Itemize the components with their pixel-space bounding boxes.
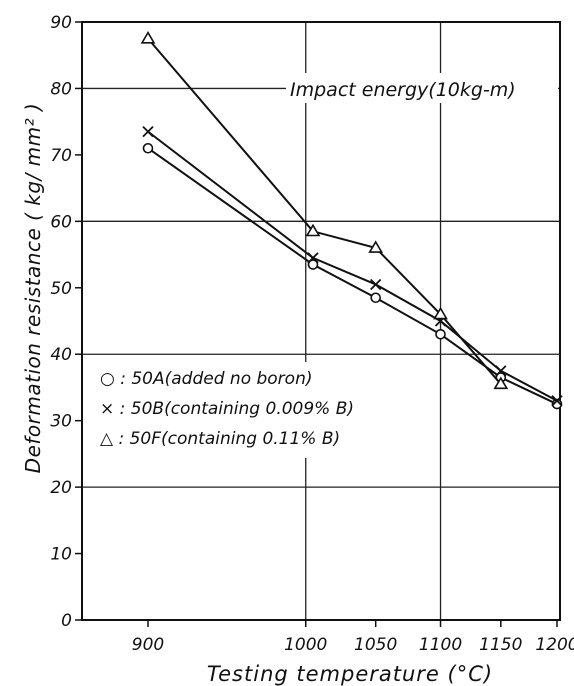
x-marker-stroke [370,278,382,291]
y-axis-label: Deformation resistance ( kg/ mm² ) [21,103,45,474]
triangle-marker [305,223,321,237]
triangle-marker [493,376,509,390]
x-tick-label: 1050 [354,635,397,655]
triangle-marker [368,240,384,253]
circle-marker [370,292,381,304]
plot-border [81,21,561,621]
legend-item-50f: △ : 50F(containing 0.11% B) [100,429,340,449]
x-tick-label: 1000 [284,635,327,655]
legend-item-50a: ○ : 50A(added no boron) [100,369,312,389]
x-tick-label: 900 [132,635,164,655]
triangle-marker [140,31,156,44]
y-tick-label: 20 [50,478,72,498]
x-marker [370,278,382,291]
triangle-marker [433,306,448,320]
chart-title: Impact energy(10kg-m) [290,79,516,101]
x-marker [551,395,563,407]
circle-marker [307,259,319,270]
series-line-1 [147,147,558,405]
x-marker [495,365,507,377]
circle-marker [142,142,154,154]
y-tick-label: 70 [50,146,72,166]
grid-layer [75,21,560,627]
x-marker [307,252,319,264]
x-marker [142,125,154,138]
x-tick-label: 1200 [535,635,574,655]
title-background [286,73,558,103]
y-tick-label: 90 [50,13,72,33]
y-tick-label: 0 [61,611,72,631]
y-tick-label: 40 [50,345,72,365]
y-tick-label: 30 [50,412,72,432]
x-marker-stroke [142,125,154,138]
y-tick-label: 10 [50,545,72,565]
series-line-2 [147,130,558,402]
x-marker-stroke [495,365,507,377]
plot-frame [81,21,561,621]
x-tick-label: 1150 [479,635,522,655]
x-axis-label: Testing temperature (°C) [207,662,493,686]
x-tick-labels: 900 1000 1050 1100 1150 1200 [132,635,574,655]
circle-marker [435,328,446,340]
legend-item-50b: × : 50B(containing 0.009% B) [100,399,354,419]
x-marker-stroke [551,395,563,407]
legend-background [88,362,428,458]
legend: ○ : 50A(added no boron) × : 50B(containi… [88,362,428,458]
y-tick-label: 60 [50,212,72,232]
series-layer [140,31,563,410]
x-tick-label: 1100 [419,635,462,655]
y-tick-labels: 0 10 20 30 40 50 60 70 80 90 [50,13,72,631]
y-tick-label: 80 [50,79,72,99]
x-marker-stroke [307,252,319,264]
y-tick-label: 50 [50,279,72,299]
